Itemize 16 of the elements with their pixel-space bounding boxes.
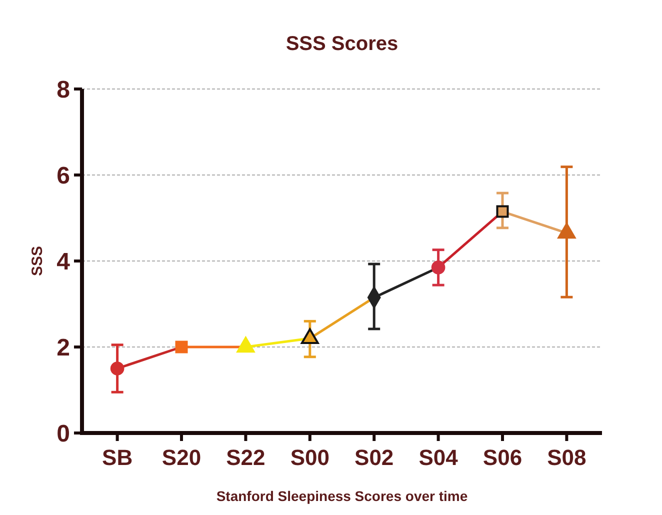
y-axis-title: SSS [29,246,46,276]
y-tick-label: 4 [56,248,71,276]
x-tick-label: S04 [418,445,459,470]
x-tick-label: S06 [482,445,522,470]
x-tick-label: S08 [547,445,586,470]
x-tick-label: S20 [162,445,202,470]
chart-title: SSS Scores [286,33,398,55]
x-tick-label: SB [102,445,133,470]
x-axis-title: Stanford Sleepiness Scores over time [216,488,468,504]
y-tick-label: 0 [56,420,70,448]
y-tick-label: 2 [56,334,70,362]
x-tick-label: S02 [354,445,394,470]
x-tick-label: S22 [226,445,266,470]
y-tick-label: 8 [56,76,70,104]
y-tick-label: 6 [56,162,70,190]
x-tick-label: S00 [290,445,330,470]
